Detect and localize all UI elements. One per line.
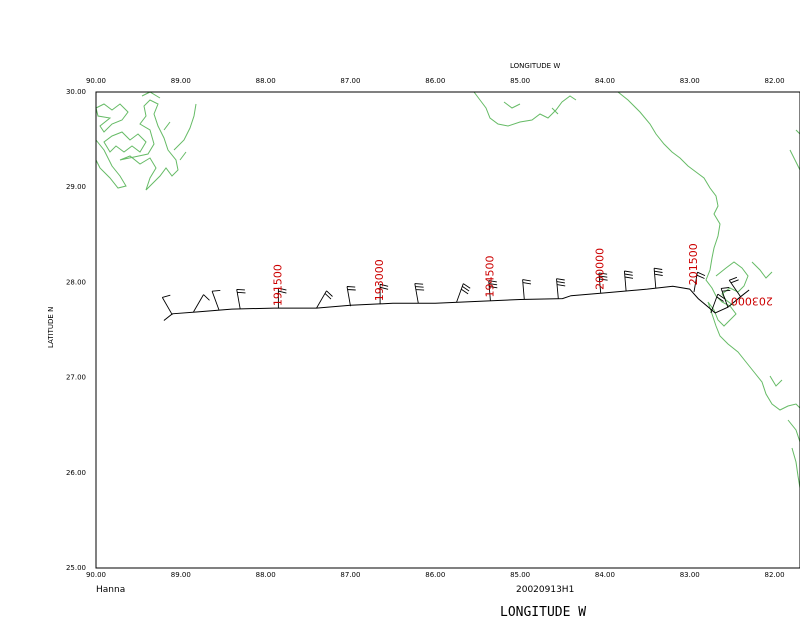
lat-tick-label: 30.00	[66, 88, 86, 96]
left-axis-title: LATITUDE N	[47, 307, 55, 348]
lon-tick-label-bottom: 85.00	[510, 571, 530, 579]
wind-barb	[379, 283, 389, 305]
coastline-barrier-islands	[141, 91, 197, 161]
wind-barb	[488, 280, 498, 301]
map-frame	[95, 91, 800, 569]
wind-barb	[623, 270, 634, 292]
lat-tick-label: 26.00	[66, 469, 86, 477]
lon-tick-label-bottom: 83.00	[680, 571, 700, 579]
time-label: 201500	[687, 243, 700, 285]
flight-track-line	[163, 285, 750, 321]
lon-tick-label-bottom: 86.00	[425, 571, 445, 579]
flight-id: 20020913H1	[516, 585, 574, 595]
wind-barb	[211, 289, 221, 311]
wind-barb	[522, 279, 532, 300]
lon-tick-label-top: 88.00	[256, 77, 276, 85]
wind-barb	[710, 293, 725, 314]
time-label: 193000	[373, 259, 386, 301]
wind-barb	[456, 283, 471, 303]
coastline-layer	[95, 91, 800, 489]
lat-tick-label: 28.00	[66, 278, 86, 286]
coastline-florida-west	[617, 91, 800, 411]
wind-barb	[598, 272, 608, 293]
coastline-louisiana	[95, 99, 179, 191]
wind-barb	[277, 287, 287, 309]
wind-barb	[414, 283, 425, 304]
lon-tick-label-top: 87.00	[340, 77, 360, 85]
lat-tick-label: 29.00	[66, 183, 86, 191]
wind-barb	[161, 294, 173, 316]
bottom-axis-title: LONGITUDE W	[500, 605, 586, 620]
lon-tick-label-bottom: 89.00	[171, 571, 191, 579]
coastline-tampa-bay	[715, 261, 800, 489]
lat-tick-label: 25.00	[66, 564, 86, 572]
lon-tick-label-bottom: 88.00	[256, 571, 276, 579]
lon-tick-label-top: 86.00	[425, 77, 445, 85]
lon-tick-label-top: 85.00	[510, 77, 530, 85]
lon-tick-label-bottom: 84.00	[595, 571, 615, 579]
wind-barb	[693, 271, 706, 292]
wind-barb	[720, 287, 731, 308]
time-label: 194500	[483, 256, 496, 298]
time-label: 191500	[271, 264, 284, 306]
wind-barb	[193, 294, 210, 313]
wind-barb	[316, 290, 333, 309]
time-labels: 191500 193000 194500 200000 201500 203000	[271, 243, 773, 307]
lon-tick-label-top: 83.00	[680, 77, 700, 85]
lon-tick-label-bottom: 82.00	[765, 571, 785, 579]
wind-barb	[556, 278, 566, 299]
lon-tick-label-top: 84.00	[595, 77, 615, 85]
lat-tick-labels: 30.00 29.00 28.00 27.00 26.00 25.00	[66, 88, 86, 572]
lon-tick-label-bottom: 90.00	[86, 571, 106, 579]
lon-tick-label-bottom: 87.00	[340, 571, 360, 579]
coastline-florida-panhandle	[473, 91, 577, 127]
coastline-east-edge	[789, 129, 800, 171]
storm-name: Hanna	[96, 585, 125, 595]
lon-tick-label-top: 82.00	[765, 77, 785, 85]
bottom-lon-tick-labels: 90.00 89.00 88.00 87.00 86.00 85.00 84.00 83.00…	[86, 571, 785, 579]
time-label: 200000	[594, 248, 607, 290]
wind-barb	[728, 276, 741, 297]
time-label: 203000	[731, 295, 773, 308]
top-axis-title: LONGITUDE W	[510, 62, 560, 70]
wind-barbs	[161, 267, 741, 316]
wind-barb	[236, 288, 246, 310]
lat-tick-label: 27.00	[66, 374, 86, 382]
lon-tick-label-top: 89.00	[171, 77, 191, 85]
wind-barb	[653, 267, 663, 289]
lon-tick-label-top: 90.00	[86, 77, 106, 85]
wind-barb	[346, 286, 356, 307]
top-lon-tick-labels: 90.00 89.00 88.00 87.00 86.00 85.00 84.00 83.00…	[86, 77, 785, 85]
